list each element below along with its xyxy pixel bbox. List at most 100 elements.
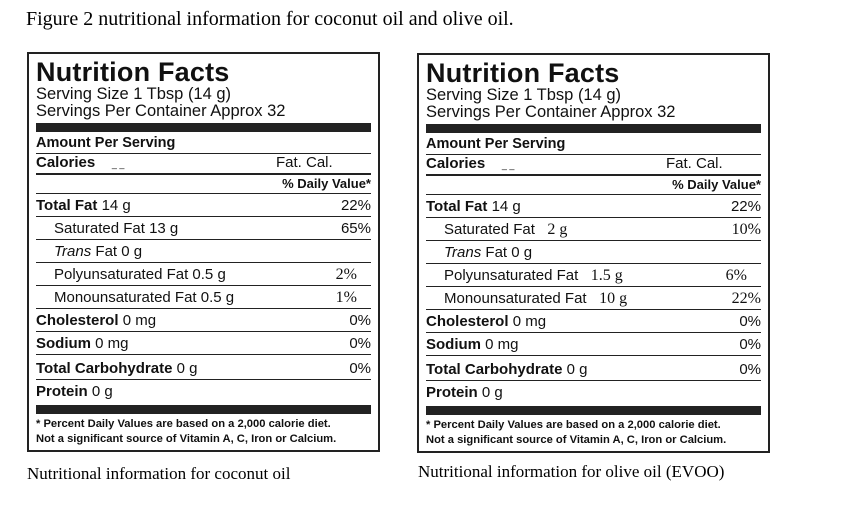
serving-size: Serving Size 1 Tbsp (14 g): [426, 86, 622, 104]
thick-divider: [426, 124, 761, 133]
calories-cell: Calories _ _: [36, 154, 276, 173]
saturated-fat-dv: 65%: [340, 220, 371, 237]
cholesterol-row: Cholesterol 0 mg 0%: [36, 309, 371, 332]
thick-divider: [36, 123, 371, 132]
total-carbohydrate-row: Total Carbohydrate 0 g 0%: [36, 355, 371, 380]
monounsaturated-fat-label: Monounsaturated Fat: [54, 289, 197, 306]
sodium-label: Sodium: [36, 335, 91, 352]
monounsaturated-fat-label: Monounsaturated Fat: [444, 290, 587, 307]
saturated-fat-amount: 13 g: [149, 220, 179, 237]
polyunsaturated-fat-row: Polyunsaturated Fat 1.5 g 6%: [426, 264, 761, 287]
calories-row: Calories _ _ Fat. Cal.: [426, 155, 761, 176]
total-carbohydrate-amount: 0 g: [566, 361, 588, 378]
polyunsaturated-fat-dv: 6%: [725, 267, 747, 284]
servings-per-container: Servings Per Container Approx 32: [36, 102, 286, 120]
calories-value: _ _: [501, 160, 515, 170]
sodium-dv: 0%: [349, 335, 371, 352]
label-heading: Nutrition Facts: [36, 57, 230, 87]
sodium-row: Sodium 0 mg 0%: [426, 333, 761, 356]
trans-fat-row: Trans Fat 0 g: [36, 240, 371, 263]
monounsaturated-fat-amount: 10 g: [599, 290, 628, 307]
footnote-vitamins: Not a significant source of Vitamin A, C…: [426, 434, 727, 446]
calories-cell: Calories _ _: [426, 155, 666, 174]
calories-row: Calories _ _ Fat. Cal.: [36, 154, 371, 175]
total-carbohydrate-label: Total Carbohydrate: [426, 361, 563, 378]
daily-value-header: % Daily Value*: [36, 175, 371, 194]
footnote-vitamins: Not a significant source of Vitamin A, C…: [36, 433, 337, 445]
cholesterol-row: Cholesterol 0 mg 0%: [426, 310, 761, 333]
saturated-fat-label: Saturated Fat: [444, 221, 535, 238]
label-heading: Nutrition Facts: [426, 58, 620, 88]
sodium-amount: 0 mg: [95, 335, 129, 352]
total-carbohydrate-dv: 0%: [349, 360, 371, 377]
cholesterol-dv: 0%: [349, 312, 371, 329]
cholesterol-dv: 0%: [739, 313, 761, 330]
figure-title: Figure 2 nutritional information for coc…: [26, 8, 514, 30]
footnote-daily-values: * Percent Daily Values are based on a 2,…: [36, 418, 331, 430]
polyunsaturated-fat-amount: 0.5 g: [192, 266, 226, 283]
thick-divider: [426, 406, 761, 415]
calories-label: Calories: [426, 155, 486, 172]
total-fat-dv: 22%: [730, 198, 761, 215]
sodium-label: Sodium: [426, 336, 481, 353]
trans-fat-row: Trans Fat 0 g: [426, 241, 761, 264]
daily-value-header: % Daily Value*: [426, 176, 761, 195]
servings-per-container: Servings Per Container Approx 32: [426, 103, 676, 121]
total-carbohydrate-row: Total Carbohydrate 0 g 0%: [426, 356, 761, 381]
monounsaturated-fat-dv: 1%: [335, 289, 357, 306]
calories-value: _ _: [111, 159, 125, 169]
monounsaturated-fat-row: Monounsaturated Fat 0.5 g 1%: [36, 286, 371, 309]
total-fat-dv: 22%: [340, 197, 371, 214]
caption-coconut-oil: Nutritional information for coconut oil: [27, 464, 291, 483]
polyunsaturated-fat-amount: 1.5 g: [590, 267, 623, 284]
saturated-fat-row: Saturated Fat 13 g 65%: [36, 217, 371, 240]
total-fat-row: Total Fat 14 g 22%: [426, 195, 761, 218]
sodium-amount: 0 mg: [485, 336, 519, 353]
saturated-fat-row: Saturated Fat 2 g 10%: [426, 218, 761, 241]
polyunsaturated-fat-row: Polyunsaturated Fat 0.5 g 2%: [36, 263, 371, 286]
calories-label: Calories: [36, 154, 96, 171]
sodium-row: Sodium 0 mg 0%: [36, 332, 371, 355]
nutrition-label-olive-oil: Nutrition Facts Serving Size 1 Tbsp (14 …: [417, 53, 770, 453]
total-fat-label: Total Fat: [426, 198, 488, 215]
monounsaturated-fat-amount: 0.5 g: [200, 289, 235, 306]
cholesterol-amount: 0 mg: [512, 313, 547, 330]
polyunsaturated-fat-label: Polyunsaturated Fat: [444, 267, 579, 284]
fat-calories-label: Fat. Cal.: [276, 154, 333, 171]
total-carbohydrate-amount: 0 g: [176, 360, 198, 377]
cholesterol-amount: 0 mg: [122, 312, 157, 329]
protein-label: Protein: [36, 383, 88, 400]
cholesterol-label: Cholesterol: [36, 312, 119, 329]
nutrition-label-coconut-oil: Nutrition Facts Serving Size 1 Tbsp (14 …: [27, 52, 380, 452]
trans-fat-amount: Fat 0 g: [95, 243, 143, 260]
total-fat-amount: 14 g: [101, 197, 131, 214]
monounsaturated-fat-row: Monounsaturated Fat 10 g 22%: [426, 287, 761, 310]
fat-calories-label: Fat. Cal.: [666, 155, 723, 172]
trans-fat-label: Trans: [54, 243, 92, 260]
protein-amount: 0 g: [91, 383, 113, 400]
total-carbohydrate-label: Total Carbohydrate: [36, 360, 173, 377]
cholesterol-label: Cholesterol: [426, 313, 509, 330]
serving-size: Serving Size 1 Tbsp (14 g): [36, 85, 232, 103]
protein-row: Protein 0 g: [426, 381, 761, 403]
amount-per-serving: Amount Per Serving: [426, 135, 761, 155]
amount-per-serving: Amount Per Serving: [36, 134, 371, 154]
polyunsaturated-fat-label: Polyunsaturated Fat: [54, 266, 189, 283]
protein-row: Protein 0 g: [36, 380, 371, 402]
footnote-daily-values: * Percent Daily Values are based on a 2,…: [426, 419, 721, 431]
saturated-fat-dv: 10%: [731, 221, 761, 238]
caption-olive-oil: Nutritional information for olive oil (E…: [418, 462, 725, 481]
thick-divider: [36, 405, 371, 414]
total-fat-label: Total Fat: [36, 197, 98, 214]
saturated-fat-amount: 2 g: [547, 221, 568, 238]
monounsaturated-fat-dv: 22%: [731, 290, 761, 307]
total-fat-amount: 14 g: [491, 198, 521, 215]
total-fat-row: Total Fat 14 g 22%: [36, 194, 371, 217]
trans-fat-label: Trans: [444, 244, 482, 261]
sodium-dv: 0%: [739, 336, 761, 353]
trans-fat-amount: Fat 0 g: [485, 244, 533, 261]
protein-amount: 0 g: [481, 384, 503, 401]
saturated-fat-label: Saturated Fat: [54, 220, 145, 237]
total-carbohydrate-dv: 0%: [739, 361, 761, 378]
protein-label: Protein: [426, 384, 478, 401]
